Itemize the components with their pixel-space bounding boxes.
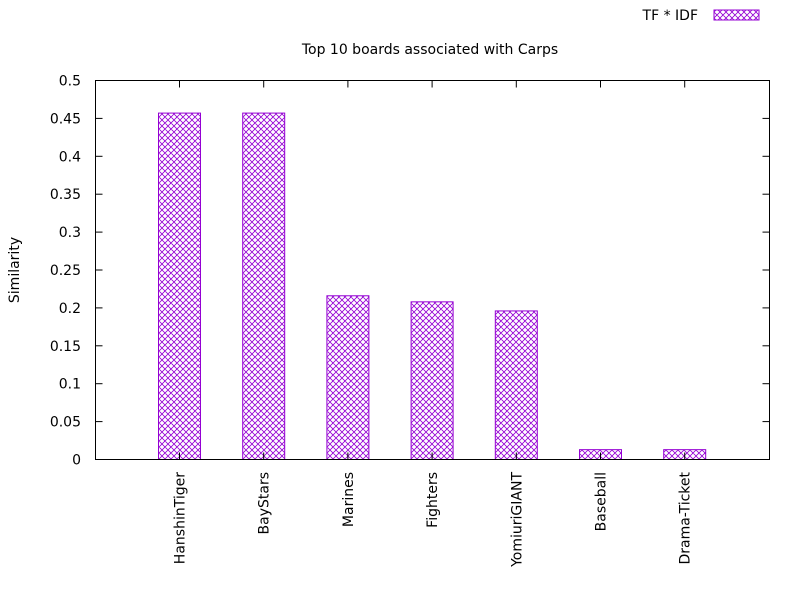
y-tick-label: 0.05	[50, 415, 81, 431]
y-tick-label: 0.3	[59, 225, 81, 241]
legend-label: TF * IDF	[642, 8, 698, 24]
bar	[410, 301, 454, 460]
plot-frame	[95, 80, 770, 460]
bar	[158, 112, 201, 461]
y-axis-label: Similarity	[7, 237, 23, 303]
x-tick-label: YomiuriGIANT	[509, 472, 525, 568]
legend: TF * IDF	[642, 8, 760, 24]
chart-title: Top 10 boards associated with Carps	[301, 42, 558, 58]
y-tick-label: 0.4	[59, 149, 81, 165]
x-tick-label: Baseball	[594, 472, 610, 531]
y-tick-label: 0.2	[59, 301, 81, 317]
x-tick-label: Marines	[341, 472, 357, 527]
x-tick-label: HanshinTiger	[173, 472, 189, 564]
bar	[242, 112, 286, 461]
y-tick-label: 0.1	[59, 377, 81, 393]
x-axis-ticks: HanshinTiger BayStars Marines Fighters Yomiu…	[173, 80, 694, 568]
x-tick-label: BayStars	[257, 472, 273, 534]
bar	[326, 295, 370, 460]
x-tick-label: Fighters	[425, 472, 441, 528]
y-tick-label: 0.15	[50, 339, 81, 355]
legend-swatch	[713, 9, 760, 21]
y-tick-label: 0.35	[50, 187, 81, 203]
bars	[158, 112, 707, 461]
y-axis-ticks: 0 0.05 0.1 0.15 0.2 0.25 0.3 0.35 0.4 0.45 0.5	[50, 74, 770, 469]
y-tick-label: 0.25	[50, 263, 81, 279]
x-tick-label: Drama-Ticket	[678, 472, 694, 565]
y-tick-label: 0.45	[50, 111, 81, 127]
bar	[494, 310, 538, 460]
y-tick-label: 0	[72, 453, 81, 469]
y-tick-label: 0.5	[59, 74, 81, 90]
